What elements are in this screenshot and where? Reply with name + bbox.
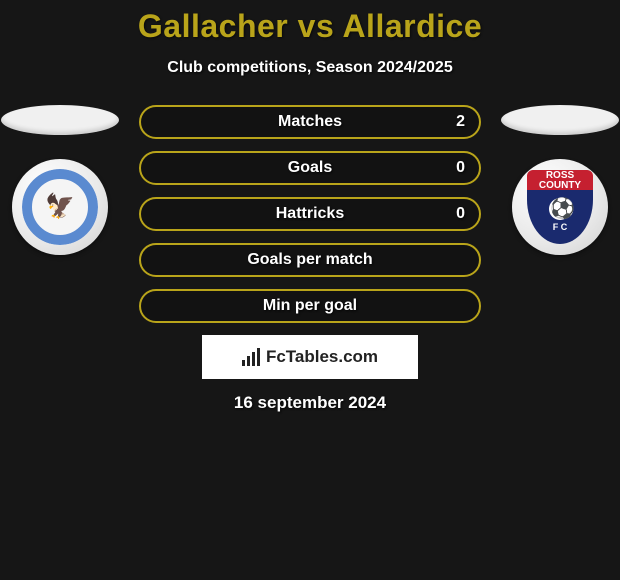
stat-label: Hattricks bbox=[276, 205, 344, 223]
bar-chart-icon bbox=[242, 348, 260, 366]
club-crest-right: ROSS COUNTY F C bbox=[512, 159, 608, 255]
crest-left-inner: 🦅 bbox=[22, 169, 98, 245]
player-right-placeholder bbox=[501, 105, 619, 135]
club-crest-left: 🦅 bbox=[12, 159, 108, 255]
crest-right-shield: ROSS COUNTY F C bbox=[527, 170, 593, 244]
content: 🦅 ROSS COUNTY F C Matches 2 Goals 0 bbox=[0, 105, 620, 413]
player-left-placeholder bbox=[1, 105, 119, 135]
stat-row-hattricks: Hattricks 0 bbox=[139, 197, 481, 231]
page-subtitle: Club competitions, Season 2024/2025 bbox=[0, 59, 620, 77]
stat-row-goals: Goals 0 bbox=[139, 151, 481, 185]
crest-right-top: ROSS COUNTY bbox=[527, 170, 593, 190]
stat-label: Goals per match bbox=[247, 251, 372, 269]
stat-value-right: 0 bbox=[456, 205, 465, 223]
stat-label: Goals bbox=[288, 159, 332, 177]
crest-right-line2: COUNTY bbox=[527, 181, 593, 191]
stat-value-right: 0 bbox=[456, 159, 465, 177]
watermark-text: FcTables.com bbox=[266, 347, 378, 367]
crest-right-fc: F C bbox=[553, 222, 568, 232]
page-title: Gallacher vs Allardice bbox=[0, 8, 620, 45]
player-right-slot: ROSS COUNTY F C bbox=[500, 105, 620, 255]
stat-label: Matches bbox=[278, 113, 342, 131]
crest-left-ring bbox=[22, 169, 98, 245]
stat-row-goals-per-match: Goals per match bbox=[139, 243, 481, 277]
player-left-slot: 🦅 bbox=[0, 105, 120, 255]
stat-label: Min per goal bbox=[263, 297, 357, 315]
stat-row-matches: Matches 2 bbox=[139, 105, 481, 139]
stat-row-min-per-goal: Min per goal bbox=[139, 289, 481, 323]
header: Gallacher vs Allardice Club competitions… bbox=[0, 0, 620, 77]
date-label: 16 september 2024 bbox=[0, 393, 620, 413]
watermark[interactable]: FcTables.com bbox=[202, 335, 418, 379]
stat-value-right: 2 bbox=[456, 113, 465, 131]
football-icon bbox=[549, 198, 571, 220]
stats-list: Matches 2 Goals 0 Hattricks 0 Goals per … bbox=[139, 105, 481, 323]
